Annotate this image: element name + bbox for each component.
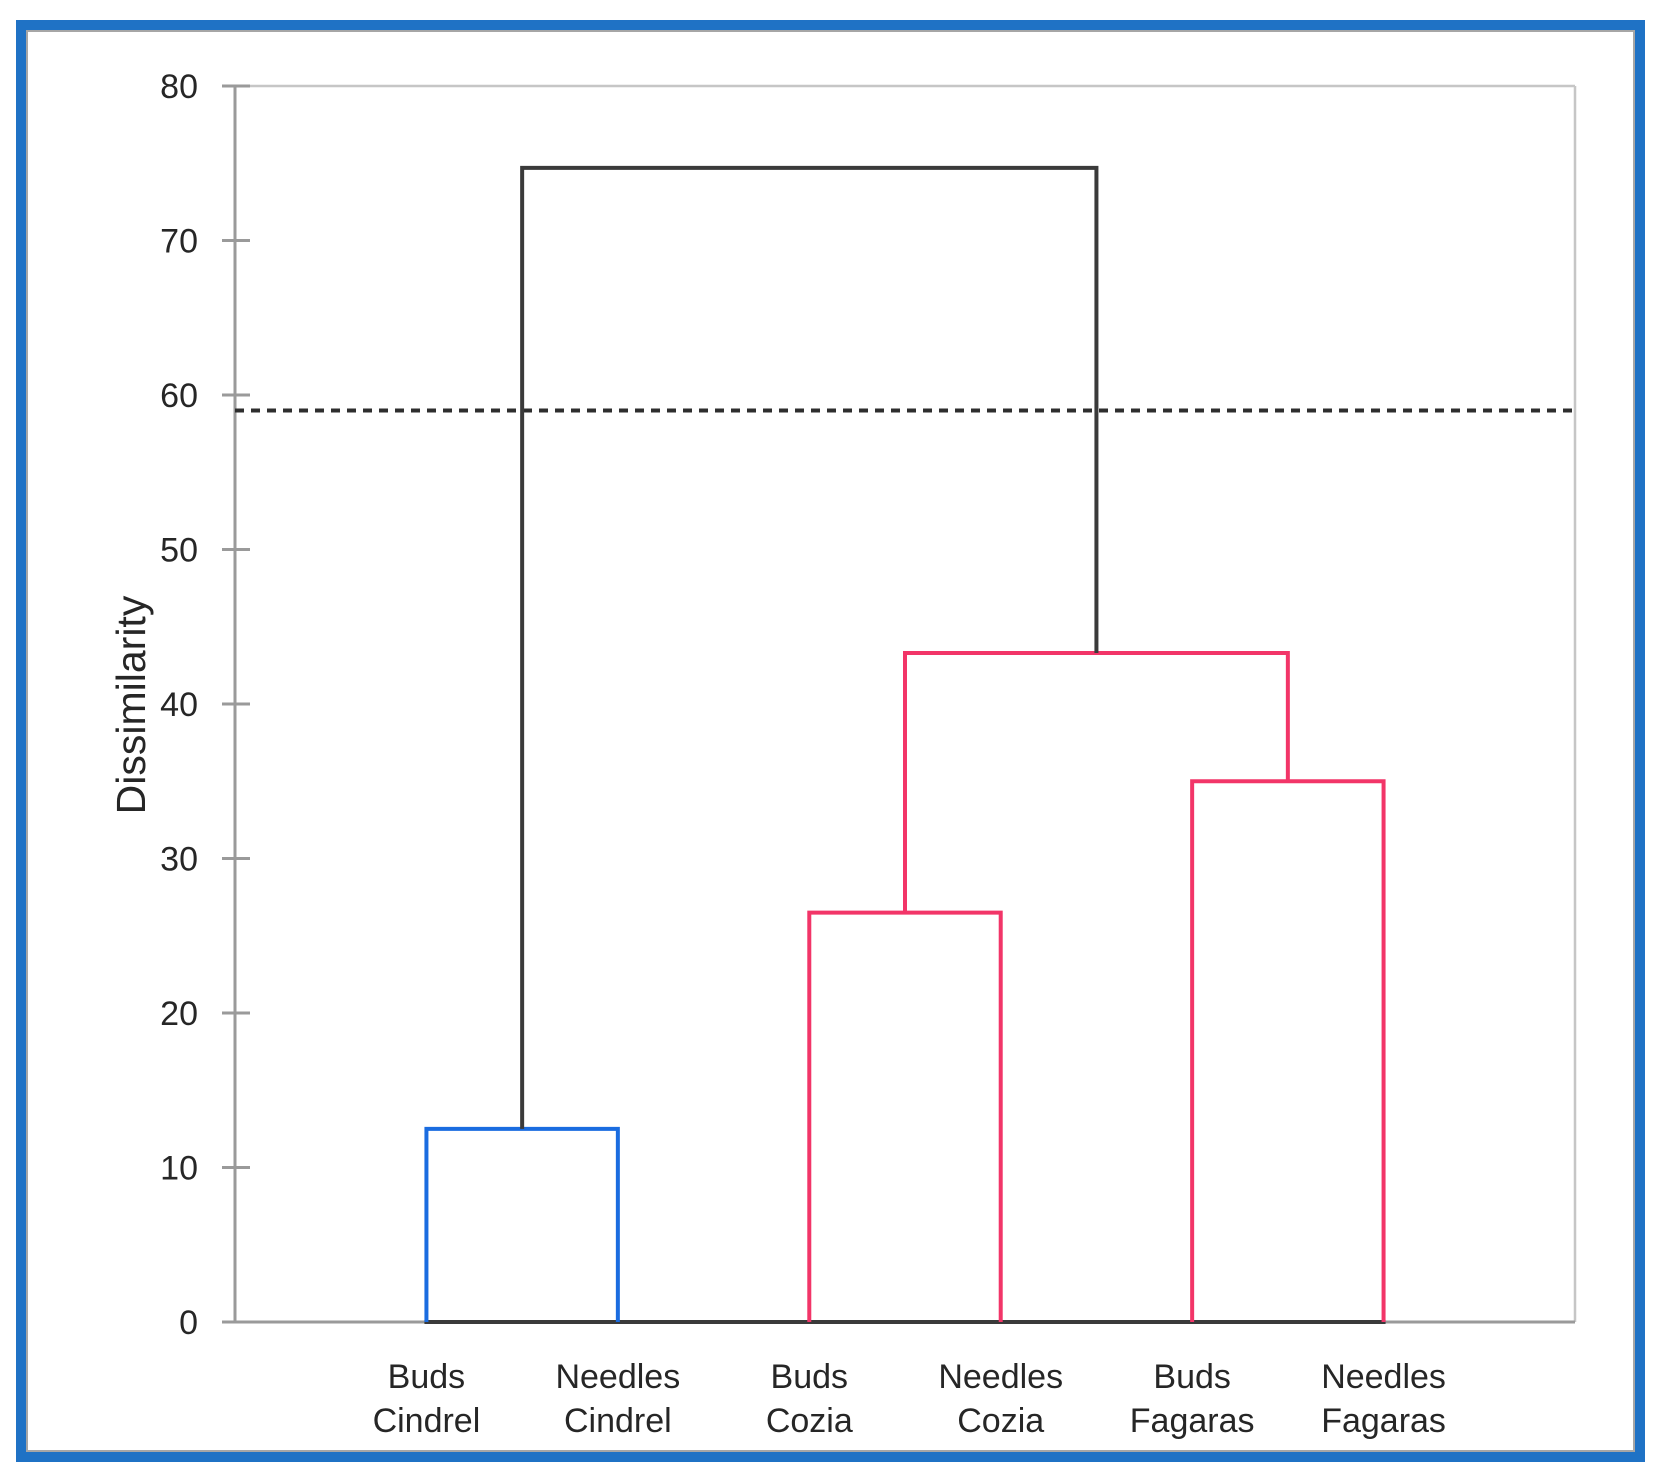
y-tick-label: 80 xyxy=(160,68,198,106)
y-tick-label: 70 xyxy=(160,223,198,261)
leaf-label-line: Cindrel xyxy=(373,1402,481,1440)
leaf-label: Buds Fagaras xyxy=(1130,1358,1255,1440)
leaf-label-line: Fagaras xyxy=(1130,1402,1255,1440)
dendrogram-link-fagaras xyxy=(1190,779,1386,1322)
y-tick-label: 0 xyxy=(179,1304,198,1342)
leaf-label-line: Buds xyxy=(388,1358,466,1396)
y-tick-label: 20 xyxy=(160,995,198,1033)
leaf-label-line: Buds xyxy=(771,1358,849,1396)
dendrogram-link-cozia xyxy=(807,910,1003,1322)
leaf-label-line: Cozia xyxy=(766,1402,853,1440)
leaf-label-line: Fagaras xyxy=(1321,1402,1446,1440)
leaf-label: Needles Fagaras xyxy=(1321,1358,1446,1440)
y-tick-label: 60 xyxy=(160,377,198,415)
leaf-label-line: Needles xyxy=(555,1358,680,1396)
y-tick-label: 40 xyxy=(160,686,198,724)
window-inner-border xyxy=(26,30,1635,1452)
y-tick-label: 10 xyxy=(160,1150,198,1188)
dendrogram-link-root xyxy=(520,165,1099,1129)
y-tick-label: 50 xyxy=(160,532,198,570)
leaf-label-line: Needles xyxy=(1321,1358,1446,1396)
leaf-label-line: Cindrel xyxy=(564,1402,672,1440)
leaf-label: Buds Cozia xyxy=(766,1358,853,1440)
leaf-label-line: Cozia xyxy=(957,1402,1044,1440)
leaf-label: Buds Cindrel xyxy=(373,1358,481,1440)
leaf-label-line: Buds xyxy=(1153,1358,1231,1396)
leaf-label-line: Needles xyxy=(938,1358,1063,1396)
dendrogram-link-cindrel xyxy=(424,1126,620,1322)
y-tick-label: 30 xyxy=(160,841,198,879)
leaf-label: Needles Cozia xyxy=(938,1358,1063,1440)
window-border-frame xyxy=(16,20,1645,1462)
y-axis-title: Dissimilarity xyxy=(108,595,154,814)
leaf-label: Needles Cindrel xyxy=(555,1358,680,1440)
